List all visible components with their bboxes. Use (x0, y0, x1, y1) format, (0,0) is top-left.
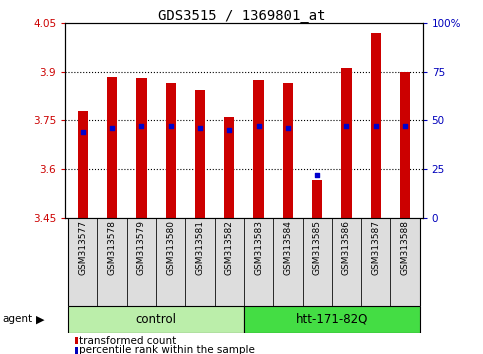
Bar (214, 218, 244, 306)
Bar (244, 306, 420, 333)
Bar (283, 83, 293, 218)
Bar (127, 218, 156, 306)
Bar (98, 218, 127, 306)
Point (108, 125, 116, 131)
Text: GSM313586: GSM313586 (342, 220, 351, 275)
Bar (68, 218, 98, 306)
Text: GSM313580: GSM313580 (166, 220, 175, 275)
Bar (185, 218, 214, 306)
Text: GSM313577: GSM313577 (78, 220, 87, 275)
Text: GSM313582: GSM313582 (225, 220, 234, 275)
Point (138, 123, 145, 129)
Text: transformed count: transformed count (79, 336, 176, 346)
Point (79, 129, 86, 135)
Bar (195, 90, 205, 218)
Text: GSM313581: GSM313581 (196, 220, 204, 275)
Point (342, 123, 350, 129)
Text: GSM313583: GSM313583 (254, 220, 263, 275)
Bar (136, 78, 146, 218)
Bar (312, 181, 322, 218)
Bar (156, 218, 185, 306)
Text: ▶: ▶ (36, 314, 44, 325)
Text: htt-171-82Q: htt-171-82Q (296, 313, 368, 326)
Bar (361, 218, 390, 306)
Text: GSM313578: GSM313578 (108, 220, 116, 275)
Bar (78, 111, 88, 218)
Text: control: control (136, 313, 176, 326)
Bar (107, 76, 117, 218)
Text: percentile rank within the sample: percentile rank within the sample (79, 346, 255, 354)
Bar (254, 80, 264, 218)
Bar (332, 218, 361, 306)
Text: GSM313585: GSM313585 (313, 220, 322, 275)
Point (284, 125, 292, 131)
Text: GSM313579: GSM313579 (137, 220, 146, 275)
Point (196, 125, 204, 131)
Point (401, 123, 409, 129)
Text: GDS3515 / 1369801_at: GDS3515 / 1369801_at (158, 9, 325, 23)
Point (255, 123, 262, 129)
Bar (273, 218, 302, 306)
Point (167, 123, 174, 129)
Bar (68, 306, 244, 333)
Point (313, 172, 321, 178)
Bar (166, 83, 176, 218)
Bar (390, 218, 420, 306)
Bar (302, 218, 332, 306)
Bar (224, 117, 234, 218)
Bar (370, 33, 381, 218)
Bar (244, 218, 273, 306)
Text: GSM313584: GSM313584 (284, 220, 292, 275)
Bar (341, 68, 352, 218)
Point (372, 123, 380, 129)
Text: GSM313588: GSM313588 (400, 220, 410, 275)
Text: agent: agent (2, 314, 32, 325)
Bar (400, 72, 410, 218)
Text: GSM313587: GSM313587 (371, 220, 380, 275)
Point (226, 127, 233, 133)
